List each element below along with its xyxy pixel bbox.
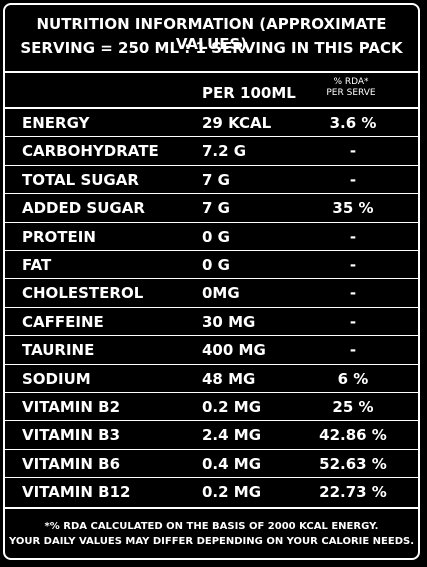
nutrient-value: 48 MG	[202, 369, 256, 388]
nutrient-rda: 3.6 %	[329, 114, 377, 132]
row-divider	[5, 306, 418, 308]
table-row: VITAMIN B6 0.4 MG 52.63 %	[5, 450, 418, 479]
footer-divider	[5, 507, 418, 509]
row-divider	[5, 278, 418, 280]
nutrient-name: VITAMIN B6	[22, 454, 121, 473]
nutrient-name: CARBOHYDRATE	[22, 142, 159, 161]
row-divider	[5, 420, 418, 422]
column-header-divider	[5, 107, 418, 109]
nutrient-name: FAT	[22, 256, 52, 274]
nutrient-name: ENERGY	[22, 114, 90, 132]
footnote-line2: YOUR DAILY VALUES MAY DIFFER DEPENDING O…	[8, 536, 415, 547]
nutrient-value: 7.2 G	[202, 142, 247, 161]
nutrient-name: CHOLESTEROL	[22, 284, 144, 303]
nutrient-name: VITAMIN B12	[22, 483, 131, 502]
nutrient-name: PROTEIN	[22, 227, 96, 246]
nutrient-name: TAURINE	[22, 341, 95, 360]
table-row: FAT 0 G -	[5, 251, 418, 280]
serving-info: SERVING = 250 ML : 1 SERVING IN THIS PAC…	[20, 39, 403, 57]
nutrient-name: VITAMIN B3	[22, 426, 121, 445]
panel-title: NUTRITION INFORMATION (APPROXIMATE VALUE…	[36, 15, 387, 53]
column-header-per-100ml: PER 100ML	[202, 84, 296, 102]
nutrient-name: TOTAL SUGAR	[22, 170, 139, 189]
table-row: TAURINE 400 MG -	[5, 336, 418, 365]
row-divider	[5, 448, 418, 450]
nutrient-rda: -	[349, 256, 357, 274]
rda-header-line1: % RDA*	[333, 77, 369, 87]
table-row: VITAMIN B2 0.2 MG 25 %	[5, 393, 418, 422]
table-row: ENERGY 29 KCAL 3.6 %	[5, 109, 418, 138]
nutrient-value: 0.2 µG	[202, 483, 262, 502]
row-divider	[5, 391, 418, 393]
row-divider	[5, 164, 418, 166]
nutrient-name: SODIUM	[22, 369, 91, 388]
table-row: VITAMIN B12 0.2 µG 22.73 %	[5, 478, 418, 506]
rda-header-line2: PER SERVE	[326, 88, 376, 98]
nutrient-value: 0 G	[202, 227, 230, 246]
table-row: PROTEIN 0 G -	[5, 223, 418, 251]
nutrient-value: 0.2 MG	[202, 398, 262, 416]
nutrient-rda: 22.73 %	[319, 483, 387, 502]
table-row: TOTAL SUGAR 7 G -	[5, 166, 418, 195]
nutrient-name: CAFFEINE	[22, 312, 104, 331]
table-row: ADDED SUGAR 7 G 35 %	[5, 194, 418, 223]
nutrient-value: 0 G	[202, 256, 230, 274]
nutrient-value: 29 KCAL	[202, 114, 272, 132]
nutrient-rda: 6 %	[337, 369, 369, 388]
table-row: CARBOHYDRATE 7.2 G -	[5, 137, 418, 166]
nutrient-rda: 25 %	[332, 398, 374, 416]
nutrient-rda: -	[349, 227, 357, 246]
row-divider	[5, 193, 418, 195]
nutrient-value: 0MG	[202, 284, 240, 303]
nutrient-rda: 52.63 %	[319, 454, 387, 473]
row-divider	[5, 221, 418, 223]
nutrient-value: 0.4 MG	[202, 454, 262, 473]
nutrient-name: ADDED SUGAR	[22, 199, 145, 218]
nutrient-value: 30 MG	[202, 312, 256, 331]
nutrient-rda: -	[349, 284, 357, 303]
row-divider	[5, 249, 418, 251]
nutrient-rda: -	[349, 142, 357, 161]
nutrient-rda: -	[349, 312, 357, 331]
nutrient-rda: 42.86 %	[319, 426, 387, 445]
nutrient-rda: -	[349, 170, 357, 189]
nutrition-panel: NUTRITION INFORMATION (APPROXIMATE VALUE…	[3, 3, 420, 560]
table-row: SODIUM 48 MG 6 %	[5, 365, 418, 393]
nutrient-value: 7 G	[202, 199, 230, 218]
footnote: *% RDA CALCULATED ON THE BASIS OF 2000 K…	[5, 519, 418, 549]
table-row: VITAMIN B3 2.4 MG 42.86 %	[5, 421, 418, 450]
row-divider	[5, 335, 418, 337]
nutrient-value: 2.4 MG	[202, 426, 262, 445]
row-divider	[5, 477, 418, 479]
footnote-line1: *% RDA CALCULATED ON THE BASIS OF 2000 K…	[44, 521, 379, 532]
nutrient-value: 400 MG	[202, 341, 266, 360]
row-divider	[5, 136, 418, 138]
nutrient-value: 7 G	[202, 170, 230, 189]
table-row: CAFFEINE 30 MG -	[5, 308, 418, 337]
header-divider	[5, 71, 418, 73]
column-header-rda: % RDA* PER SERVE	[323, 77, 379, 99]
nutrient-rda: -	[349, 341, 357, 360]
nutrient-name: VITAMIN B2	[22, 398, 121, 416]
table-row: CHOLESTEROL 0MG -	[5, 279, 418, 308]
row-divider	[5, 363, 418, 365]
nutrient-rda: 35 %	[332, 199, 374, 218]
